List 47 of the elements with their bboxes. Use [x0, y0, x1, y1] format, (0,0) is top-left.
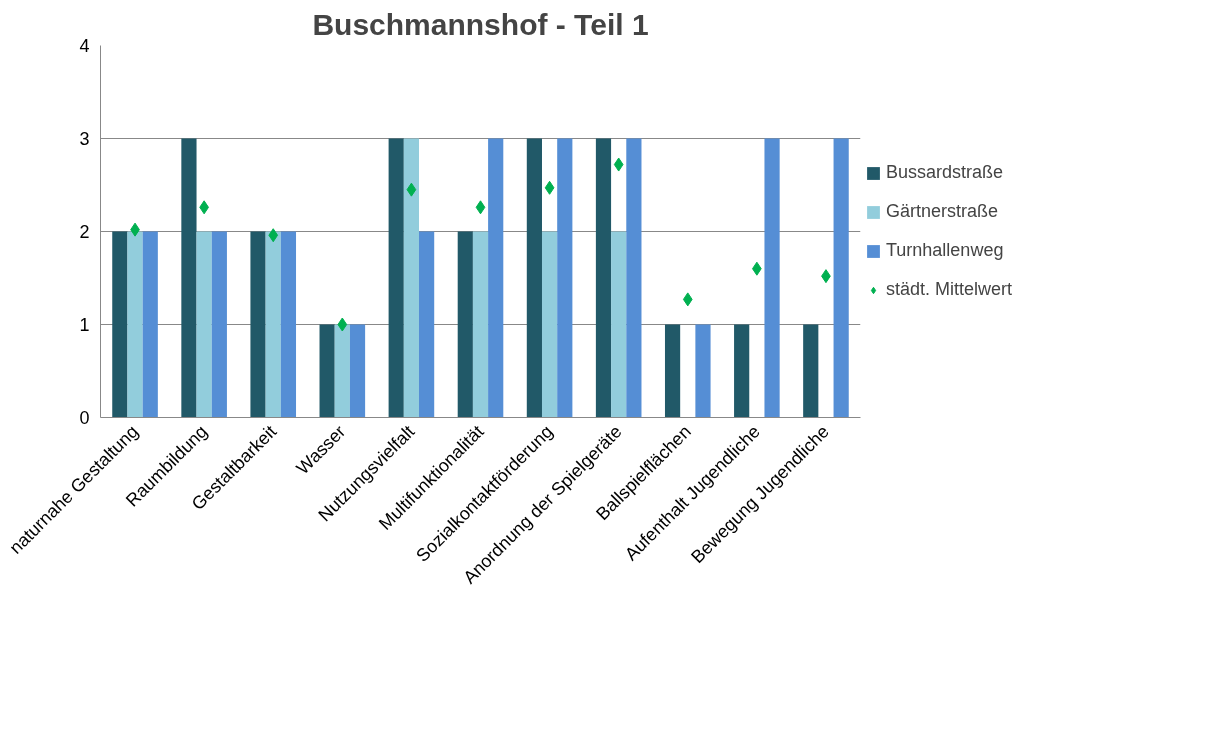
bar	[250, 231, 266, 418]
legend-label: Turnhallenweg	[886, 240, 1004, 261]
bar	[764, 138, 780, 418]
y-tick-label: 4	[79, 36, 90, 56]
point	[682, 292, 693, 307]
bar	[541, 231, 558, 418]
bar	[196, 231, 212, 418]
bar	[280, 231, 297, 418]
legend-label: städt. Mittelwert	[886, 279, 1013, 300]
bar	[419, 231, 435, 418]
bar	[526, 138, 542, 418]
bar	[181, 138, 197, 418]
point	[268, 228, 279, 243]
bar	[734, 324, 750, 418]
bar	[388, 138, 404, 418]
bar	[211, 231, 227, 418]
bar	[488, 138, 504, 418]
point	[544, 180, 555, 195]
point	[406, 182, 417, 197]
bar	[695, 324, 711, 418]
y-tick-label: 0	[79, 408, 90, 428]
bar	[833, 138, 849, 418]
chart-title: Buschmannshof - Teil 1	[312, 7, 649, 41]
bar	[626, 138, 642, 418]
bar	[127, 231, 143, 418]
bar	[349, 324, 366, 418]
bar	[611, 231, 627, 418]
bar	[403, 138, 420, 418]
bar	[595, 138, 612, 418]
bar	[557, 138, 573, 418]
y-tick-label: 2	[79, 222, 90, 242]
point	[475, 200, 486, 215]
bar	[265, 231, 281, 418]
bar	[664, 324, 681, 418]
bar	[142, 231, 158, 418]
point	[337, 317, 348, 332]
bar	[457, 231, 473, 418]
y-tick-label: 3	[79, 129, 90, 149]
legend-label: Gärtnerstraße	[886, 201, 999, 222]
y-tick-label: 1	[79, 315, 90, 335]
point	[613, 157, 624, 172]
bar	[112, 231, 128, 418]
legend-label: Bussardstraße	[886, 162, 1004, 183]
bar	[334, 324, 350, 418]
bar	[472, 231, 489, 418]
bar	[319, 324, 335, 418]
bar	[803, 324, 819, 418]
